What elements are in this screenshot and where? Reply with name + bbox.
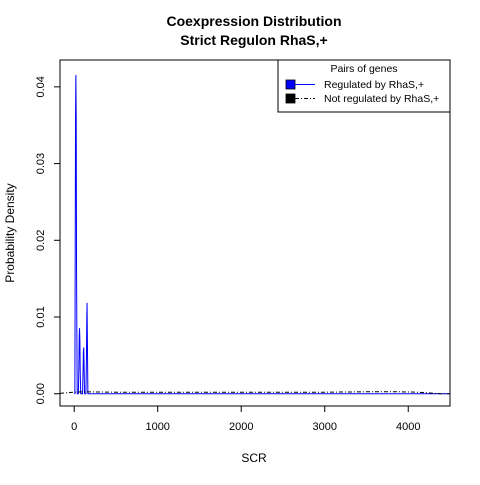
chart-subtitle: Strict Regulon RhaS,+ <box>180 32 327 48</box>
x-tick-label: 2000 <box>229 421 253 433</box>
legend-label-regulated: Regulated by RhaS,+ <box>324 79 424 91</box>
legend-swatch-regulated <box>285 79 296 90</box>
legend-title: Pairs of genes <box>330 63 397 75</box>
x-tick-label: 0 <box>71 421 77 433</box>
legend-box <box>277 59 451 113</box>
y-tick-label: 0.02 <box>35 230 47 251</box>
x-tick-label: 4000 <box>396 421 420 433</box>
y-tick-label: 0.04 <box>35 76 47 97</box>
plot-frame <box>59 59 451 407</box>
series-line-not-regulated <box>59 391 450 395</box>
x-tick-label: 1000 <box>145 421 169 433</box>
series-line-regulated <box>74 74 450 395</box>
legend: Pairs of genes Regulated by RhaS,+ Not r… <box>277 59 451 113</box>
x-axis-label: SCR <box>241 451 267 465</box>
legend-swatch-not-regulated <box>285 93 296 104</box>
x-tick-label: 3000 <box>312 421 336 433</box>
series-layer <box>59 74 450 395</box>
y-tick-label: 0.03 <box>35 153 47 174</box>
x-axis: 0 1000 2000 3000 4000 <box>71 406 420 433</box>
y-axis: 0.00 0.01 0.02 0.03 0.04 <box>35 76 60 404</box>
y-tick-label: 0.00 <box>35 383 47 404</box>
legend-label-not-regulated: Not regulated by RhaS,+ <box>324 93 439 105</box>
y-tick-label: 0.01 <box>35 306 47 327</box>
chart-title: Coexpression Distribution <box>166 13 341 29</box>
y-axis-label: Probability Density <box>3 183 17 282</box>
